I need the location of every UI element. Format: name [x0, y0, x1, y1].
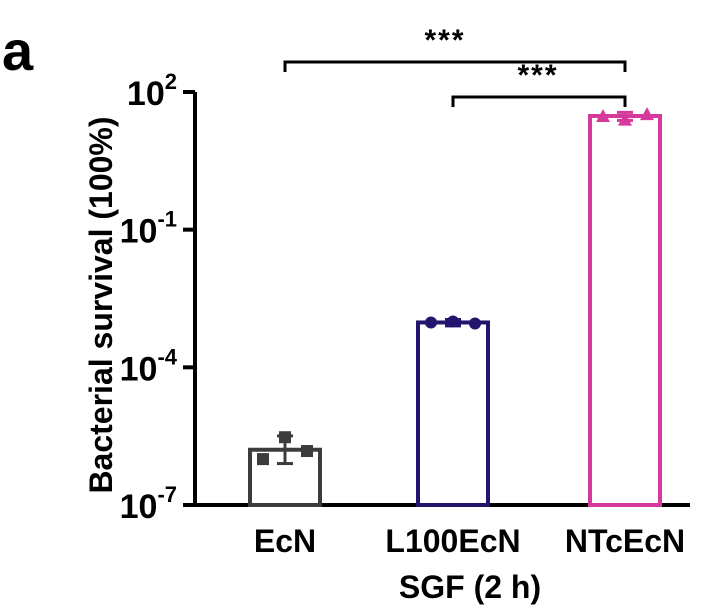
y-tick-label: 10-7 [120, 482, 177, 526]
data-point-L100EcN [447, 315, 459, 327]
y-tick-base: 10 [120, 488, 158, 526]
significance-label: *** [424, 24, 465, 57]
y-tick-label: 102 [127, 69, 177, 113]
y-tick-base: 10 [120, 350, 158, 388]
data-point-L100EcN [425, 316, 437, 328]
significance-bracket [453, 97, 625, 107]
y-axis-title: Bacterial survival (100%) [83, 116, 119, 493]
bar-L100EcN [418, 322, 488, 505]
x-category-label: L100EcN [385, 523, 520, 559]
y-tick-exponent: 2 [165, 69, 177, 94]
y-axis-title-group: Bacterial survival (100%) [83, 116, 119, 493]
y-tick-base: 10 [120, 213, 158, 251]
x-category-label: EcN [254, 523, 316, 559]
x-axis-title: SGF (2 h) [399, 569, 541, 605]
x-category-label: NTcEcN [565, 523, 685, 559]
y-tick-label: 10-1 [120, 207, 177, 251]
data-point-NTcEcN [640, 107, 654, 120]
significance-label: *** [517, 59, 558, 92]
data-point-L100EcN [469, 318, 481, 330]
y-tick-exponent: -4 [157, 344, 177, 369]
y-tick-base: 10 [127, 75, 165, 113]
panel-label: a [2, 19, 34, 82]
data-point-EcN [279, 431, 291, 443]
data-point-EcN [257, 453, 269, 465]
significance-bracket [285, 62, 625, 72]
bar-NTcEcN [590, 116, 660, 505]
data-point-EcN [301, 445, 313, 457]
y-tick-exponent: -7 [157, 482, 177, 507]
y-tick-exponent: -1 [157, 207, 177, 232]
y-tick-label: 10-4 [120, 344, 178, 388]
